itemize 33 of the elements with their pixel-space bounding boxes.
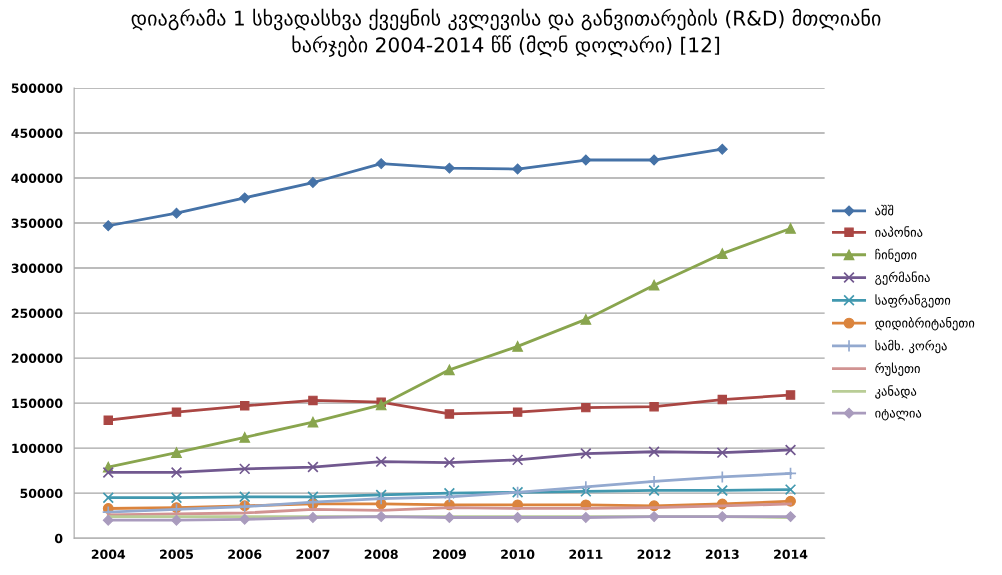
y-tick-label: 500000 [11,83,63,93]
x-tick-label: 2012 [637,549,671,559]
x-tick-label: 2008 [364,549,398,559]
y-tick-label: 100000 [12,443,63,454]
chart-title: დიაგრამა 1 სხვადასხვა ქვეყნის კვლევისა და განვითარების (R&D) მთლიანი ხარჯები 2004-2014 წწ (მლნ დოლარი) [12] [131,8,881,57]
legend-label: აშშ [875,204,894,216]
x-tick-label: 2011 [569,549,603,559]
legend-label: საფრანგეთი [875,294,951,308]
legend-label: ჩინეთი [875,248,917,263]
x-tick-label: 2005 [160,549,194,559]
y-tick-label: 0 [54,533,63,544]
y-tick-label: 300000 [11,263,63,273]
x-tick-label: 2004 [91,549,126,559]
x-tick-label: 2009 [432,549,466,559]
x-tick-label: 2013 [705,549,739,559]
y-tick-label: 350000 [11,218,63,228]
legend-label: დიდიბრიტანეთი [875,316,975,331]
legend-label: კანადა [875,385,917,399]
x-tick-label: 2006 [228,549,262,559]
legend-label: სამხ. კორეა [875,339,947,354]
y-tick-label: 400000 [11,173,63,183]
x-tick-label: 2007 [296,549,330,559]
y-tick-label: 250000 [11,308,63,319]
y-tick-label: 450000 [11,128,63,138]
legend-label: რუსეთი [875,362,920,376]
x-tick-label: 2014 [774,549,808,559]
y-tick-label: 200000 [11,353,63,364]
y-tick-label: 150000 [12,398,63,409]
legend-label: გერმანია [875,271,930,285]
y-tick-label: 50000 [20,488,63,499]
legend-label: იტალია [875,409,922,421]
x-tick-label: 2010 [501,549,535,559]
legend-label: იაპონია [875,226,923,237]
